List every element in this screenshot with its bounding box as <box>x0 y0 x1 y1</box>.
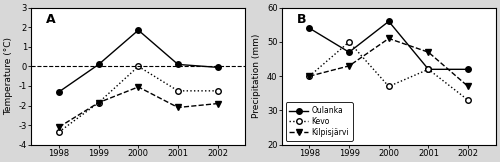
Kevo <box>465 99 471 101</box>
Kilpisjärvi <box>306 75 312 77</box>
Kilpisjärvi <box>386 38 392 40</box>
Text: B: B <box>296 13 306 26</box>
Oulanka <box>306 27 312 29</box>
Y-axis label: Precipitation (mm): Precipitation (mm) <box>252 34 262 118</box>
Kilpisjärvi <box>465 86 471 87</box>
Kilpisjärvi <box>346 65 352 67</box>
Y-axis label: Temperature (°C): Temperature (°C) <box>4 37 13 115</box>
Line: Oulanka: Oulanka <box>306 19 471 72</box>
Kilpisjärvi <box>426 51 432 53</box>
Line: Kilpisjärvi: Kilpisjärvi <box>306 36 471 89</box>
Kevo <box>426 68 432 70</box>
Oulanka <box>465 68 471 70</box>
Line: Kevo: Kevo <box>306 39 471 103</box>
Kevo <box>306 75 312 77</box>
Oulanka <box>346 51 352 53</box>
Kevo <box>386 86 392 87</box>
Text: A: A <box>46 13 56 26</box>
Legend: Oulanka, Kevo, Kilpisjärvi: Oulanka, Kevo, Kilpisjärvi <box>286 102 353 141</box>
Oulanka <box>386 20 392 22</box>
Kevo <box>346 41 352 43</box>
Oulanka <box>426 68 432 70</box>
